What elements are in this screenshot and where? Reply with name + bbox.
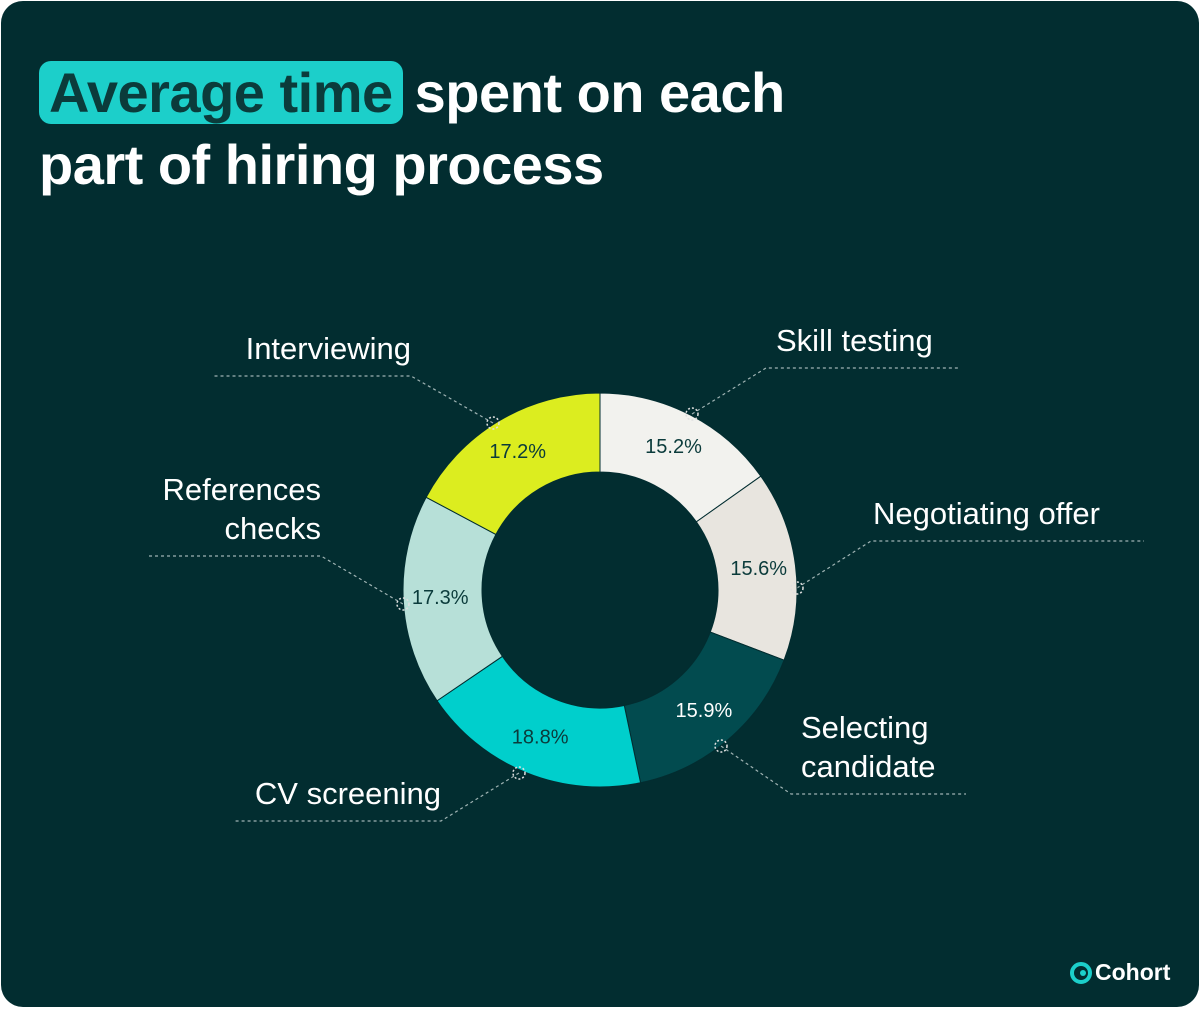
- value-label: 17.2%: [489, 441, 546, 463]
- leader: [720, 745, 966, 795]
- donut-segment: [425, 392, 601, 536]
- title-highlight: Average time: [39, 61, 403, 124]
- leader: [147, 555, 404, 605]
- dots: [396, 407, 804, 780]
- value-label: 18.8%: [512, 727, 569, 749]
- leader: [213, 375, 494, 424]
- category-label: Selecting candidate: [801, 710, 936, 784]
- logo-icon: [1070, 962, 1092, 984]
- value-label: 15.9%: [676, 700, 733, 722]
- leader-dot: [486, 416, 500, 430]
- leaders: [147, 367, 1144, 822]
- leader-dot: [714, 739, 728, 753]
- leader: [796, 540, 1144, 589]
- leader-dot: [685, 407, 699, 421]
- value-label: 15.6%: [730, 558, 787, 580]
- title-text: spent on each part of hiring process: [39, 61, 785, 196]
- category-label: Negotiating offer: [873, 496, 1100, 531]
- category-label: CV screening: [254, 776, 441, 811]
- leader-dot: [790, 581, 804, 595]
- category-label: Interviewing: [245, 331, 411, 366]
- leader-dot: [396, 597, 410, 611]
- category-label: References checks: [162, 472, 321, 546]
- value-label: 17.3%: [412, 587, 469, 609]
- leader: [691, 367, 959, 415]
- leader: [234, 772, 520, 822]
- value-label: 15.2%: [645, 436, 702, 458]
- title: Average time spent on each part of hiring…: [39, 57, 879, 201]
- category-label: Skill testing: [776, 323, 933, 358]
- donut: 15.2% 15.6% 15.9% 18.8% 17.3% 17.2%: [402, 392, 798, 788]
- leader-dot: [512, 766, 526, 780]
- logo: Cohort: [1095, 959, 1171, 985]
